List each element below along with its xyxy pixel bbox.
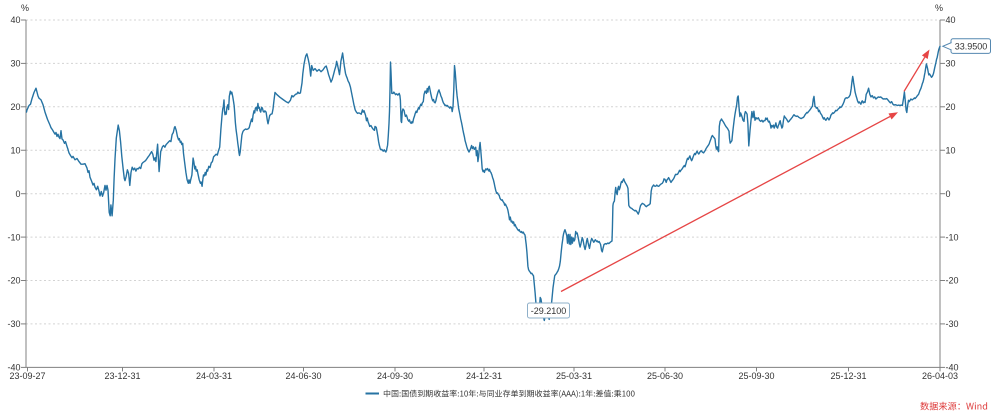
svg-text:25-09-30: 25-09-30 [738, 371, 774, 381]
svg-text:-30: -30 [946, 319, 959, 329]
svg-text:-20: -20 [7, 276, 20, 286]
svg-text:25-06-30: 25-06-30 [647, 371, 683, 381]
svg-text:20: 20 [946, 102, 956, 112]
svg-text:-10: -10 [946, 232, 959, 242]
svg-text:10: 10 [10, 145, 20, 155]
svg-text:-40: -40 [946, 363, 959, 373]
svg-text:23-09-27: 23-09-27 [9, 371, 45, 381]
svg-text:0: 0 [946, 189, 951, 199]
svg-text:-30: -30 [7, 319, 20, 329]
svg-text:%: % [935, 3, 943, 13]
svg-text:-29.2100: -29.2100 [531, 306, 567, 316]
svg-text:24-03-31: 24-03-31 [196, 371, 232, 381]
svg-text:24-09-30: 24-09-30 [377, 371, 413, 381]
svg-text:-20: -20 [946, 276, 959, 286]
svg-text:26-04-03: 26-04-03 [922, 371, 958, 381]
svg-text:24-12-31: 24-12-31 [466, 371, 502, 381]
svg-text:10: 10 [946, 145, 956, 155]
svg-text:23-12-31: 23-12-31 [104, 371, 140, 381]
svg-text:40: 40 [946, 15, 956, 25]
svg-text:%: % [21, 3, 29, 13]
svg-text:30: 30 [10, 59, 20, 69]
svg-text:33.9500: 33.9500 [955, 41, 988, 51]
svg-text:25-12-31: 25-12-31 [830, 371, 866, 381]
svg-text:25-03-31: 25-03-31 [556, 371, 592, 381]
svg-text:-40: -40 [7, 363, 20, 373]
svg-text:0: 0 [15, 189, 20, 199]
svg-text:-10: -10 [7, 232, 20, 242]
svg-text:30: 30 [946, 59, 956, 69]
svg-text:20: 20 [10, 102, 20, 112]
svg-text:24-06-30: 24-06-30 [285, 371, 321, 381]
svg-text:40: 40 [10, 15, 20, 25]
